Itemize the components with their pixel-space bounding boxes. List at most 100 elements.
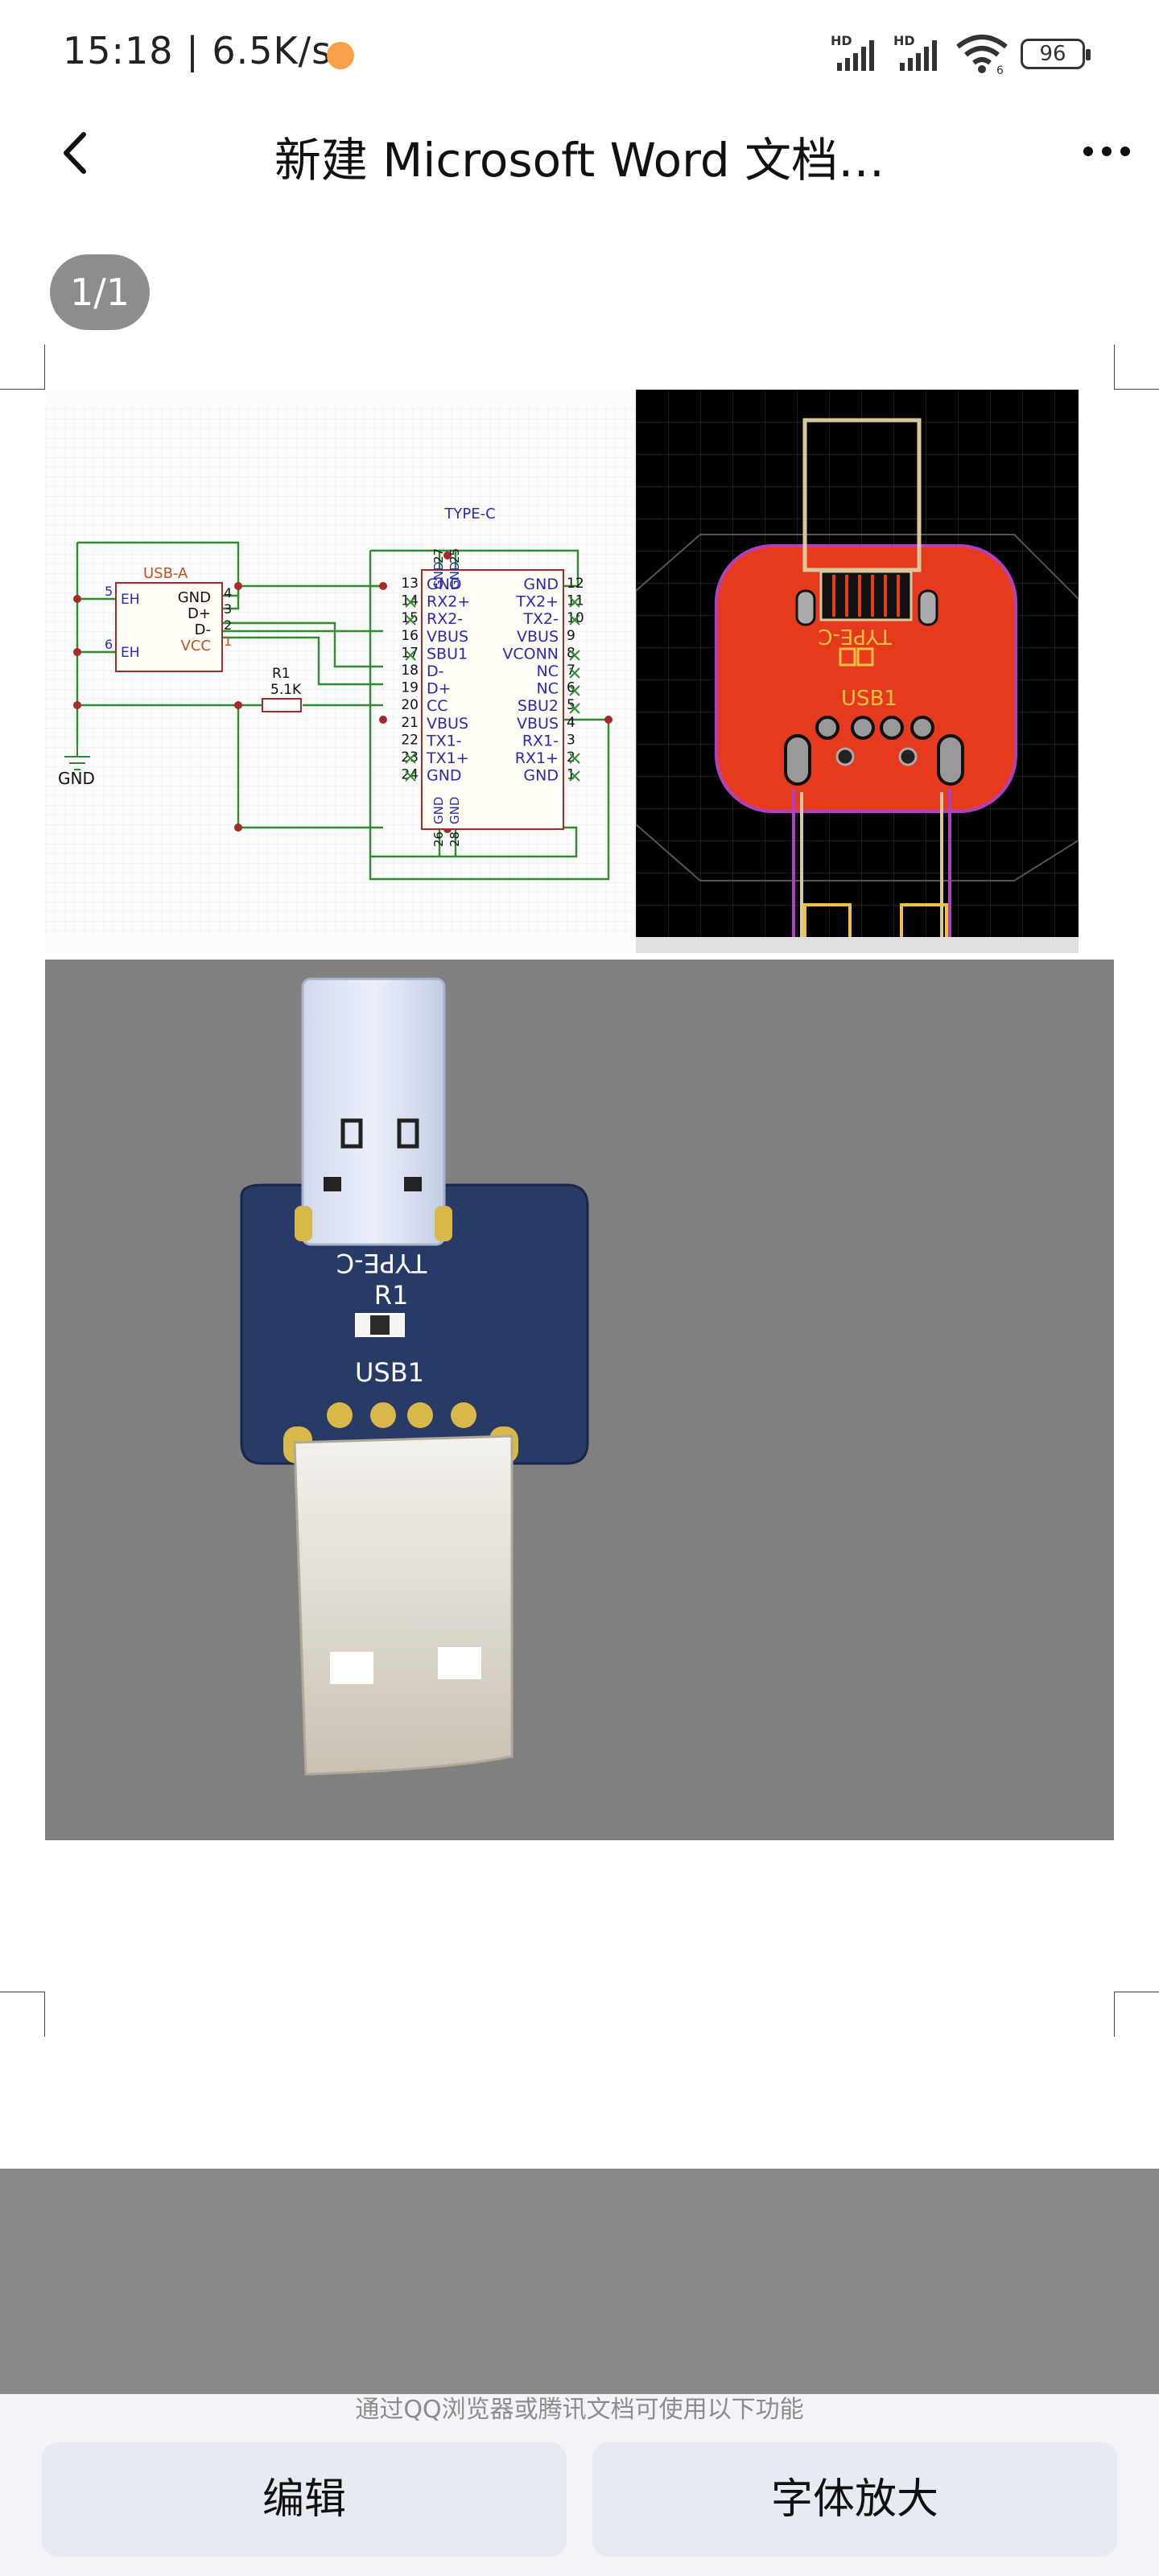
render-silk-usb1: USB1 xyxy=(355,1357,424,1388)
r1-symbol xyxy=(262,698,302,712)
svg-text:1: 1 xyxy=(224,634,232,649)
viewer-background xyxy=(0,2169,1159,2394)
type-c-right-pin-num-9: 3 xyxy=(567,732,575,748)
type-c-right-pin-name-10: RX1+ xyxy=(515,749,559,767)
svg-text:GND: GND xyxy=(178,589,211,606)
wifi-icon: 6 xyxy=(956,35,1008,76)
type-c-right-pin-num-5: 7 xyxy=(567,663,575,679)
app-notification-icon xyxy=(327,42,354,69)
type-c-right-pin-num-4: 8 xyxy=(567,645,575,661)
battery-level: 96 xyxy=(1039,42,1066,66)
signal-icon-2: HD xyxy=(893,33,937,71)
type-c-right-pin-num-10: 2 xyxy=(567,749,575,766)
signal-icon: HD xyxy=(831,33,874,71)
type-c-right-pin-num-0: 12 xyxy=(567,576,584,592)
type-c-left-pin-name-5: D- xyxy=(427,663,444,680)
type-c-right-pin-num-3: 9 xyxy=(567,628,575,644)
feature-hint-text: 通过QQ浏览器或腾讯文档可使用以下功能 xyxy=(355,2396,804,2424)
pcb-silk-typec: TYPE-C xyxy=(818,624,892,648)
type-c-right-pin-name-4: VCONN xyxy=(502,645,559,663)
svg-text:GND: GND xyxy=(448,797,462,824)
more-options-icon[interactable] xyxy=(1079,127,1135,175)
svg-text:GND: GND xyxy=(431,797,446,824)
type-c-left-pin-num-6: 19 xyxy=(401,680,419,696)
back-arrow-icon[interactable] xyxy=(48,125,105,181)
type-c-left-pin-name-6: D+ xyxy=(427,680,452,698)
svg-text:D+: D+ xyxy=(188,605,211,622)
svg-text:5.1K: 5.1K xyxy=(270,682,302,698)
net-speed-text: 6.5K/s xyxy=(212,29,332,72)
font-enlarge-button[interactable]: 字体放大 xyxy=(592,2442,1117,2557)
svg-text:2: 2 xyxy=(224,617,232,633)
type-c-left-pin-name-4: SBU1 xyxy=(427,645,468,663)
usb-a-plug xyxy=(293,1435,514,1776)
svg-text:HD: HD xyxy=(831,33,852,48)
type-c-left-pin-name-2: RX2- xyxy=(427,610,463,628)
type-c-left-pin-name-1: RX2+ xyxy=(427,593,470,611)
crop-mark-top-right xyxy=(1114,345,1159,390)
type-c-left-pin-num-3: 16 xyxy=(401,628,419,644)
crop-mark-top-left xyxy=(0,345,45,390)
svg-text:GND: GND xyxy=(448,562,462,589)
pcb-3d-render-image: TYPE-C R1 USB1 xyxy=(45,960,1114,1840)
type-c-right-pin-name-5: NC xyxy=(537,663,559,680)
status-bar: 15:18 | 6.5K/s HD HD 6 96 xyxy=(0,0,1159,105)
svg-text:HD: HD xyxy=(893,33,915,48)
battery-icon: 96 xyxy=(1021,39,1091,69)
svg-text:D-: D- xyxy=(195,621,211,638)
svg-text:3: 3 xyxy=(224,601,232,617)
type-c-right-pin-name-9: RX1- xyxy=(522,732,559,749)
pcb-layout-image: TYPE-C USB1 xyxy=(636,390,1079,953)
pcb-3d-board xyxy=(240,1183,589,1465)
usb-a-title: USB-A xyxy=(143,565,188,582)
crop-mark-bottom-left xyxy=(0,1992,45,2037)
type-c-title: TYPE-C xyxy=(443,506,495,522)
nav-bar: 新建 Microsoft Word 文档… xyxy=(0,105,1159,201)
svg-text:4: 4 xyxy=(224,585,232,601)
svg-text:28: 28 xyxy=(448,832,462,847)
svg-text:27: 27 xyxy=(431,548,446,564)
svg-text:VCC: VCC xyxy=(181,638,211,654)
type-c-left-pin-num-9: 22 xyxy=(401,732,419,748)
type-c-left-pin-name-10: TX1+ xyxy=(426,749,469,767)
svg-text:5: 5 xyxy=(105,584,113,599)
type-c-left-pin-num-8: 21 xyxy=(401,715,419,731)
type-c-left-pin-name-0: GND xyxy=(427,576,462,593)
schematic-image: GND USB-A 5 6 EH EH GND D+ D- VCC 4 3 2 … xyxy=(45,390,636,953)
gnd-label: GND xyxy=(58,769,95,788)
type-c-right-pin-name-7: SBU2 xyxy=(518,697,559,715)
crop-mark-bottom-right xyxy=(1114,1992,1159,2037)
type-c-right-pin-name-6: NC xyxy=(537,680,559,698)
usb-a-symbol xyxy=(115,582,223,672)
type-c-right-pin-num-11: 1 xyxy=(567,767,575,783)
svg-text:6: 6 xyxy=(996,64,1004,76)
type-c-right-pin-name-8: VBUS xyxy=(517,715,559,733)
svg-text:R1: R1 xyxy=(272,666,291,682)
svg-text:EH: EH xyxy=(121,592,140,608)
type-c-left-pin-name-9: TX1- xyxy=(426,732,462,749)
type-c-left-pin-name-3: VBUS xyxy=(427,628,468,646)
edit-button[interactable]: 编辑 xyxy=(42,2442,567,2557)
svg-text:25: 25 xyxy=(448,548,462,564)
type-c-right-pin-name-0: GND xyxy=(523,576,559,593)
type-c-right-pin-name-3: VBUS xyxy=(517,628,559,646)
svg-text:EH: EH xyxy=(121,645,140,661)
svg-text:6: 6 xyxy=(105,637,113,652)
type-c-right-pin-name-11: GND xyxy=(523,767,559,785)
svg-text:26: 26 xyxy=(431,832,446,847)
render-silk-typec: TYPE-C xyxy=(336,1248,428,1278)
document-title: 新建 Microsoft Word 文档… xyxy=(274,133,885,188)
status-time-speed: 15:18 | 6.5K/s xyxy=(63,29,332,72)
type-c-left-pin-num-0: 13 xyxy=(401,576,419,592)
type-c-left-pin-num-4: 17 xyxy=(401,645,419,661)
type-c-left-pin-name-7: CC xyxy=(427,697,448,715)
type-c-left-pin-name-11: GND xyxy=(427,767,462,785)
type-c-symbol xyxy=(421,569,564,830)
type-c-right-pin-num-8: 4 xyxy=(567,715,575,731)
type-c-left-pin-name-8: VBUS xyxy=(427,715,468,733)
type-c-left-pin-num-5: 18 xyxy=(401,663,419,679)
svg-text:GND: GND xyxy=(431,562,446,589)
clock-text: 15:18 xyxy=(63,29,174,72)
type-c-right-pin-name-2: TX2- xyxy=(522,610,559,628)
pcb-silk-usb1: USB1 xyxy=(841,687,897,711)
